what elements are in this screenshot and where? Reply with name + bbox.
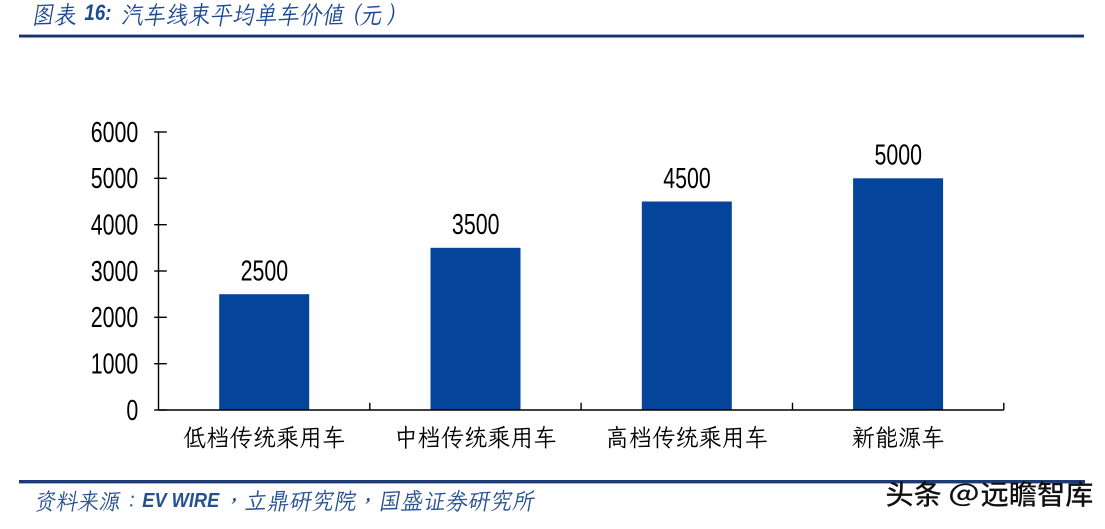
svg-text:EV WIRE: EV WIRE: [142, 489, 220, 512]
svg-text:3000: 3000: [91, 256, 139, 288]
svg-text:16:: 16:: [84, 2, 111, 26]
svg-text:4000: 4000: [91, 210, 139, 242]
svg-text:0: 0: [126, 395, 138, 427]
svg-text:2000: 2000: [91, 302, 139, 334]
svg-text:3500: 3500: [452, 209, 500, 241]
svg-text:5000: 5000: [91, 163, 139, 195]
svg-text:2500: 2500: [241, 256, 289, 288]
svg-text:5000: 5000: [875, 140, 923, 172]
svg-text:4500: 4500: [663, 163, 711, 195]
svg-text:6000: 6000: [91, 117, 139, 149]
svg-text:1000: 1000: [91, 349, 139, 381]
